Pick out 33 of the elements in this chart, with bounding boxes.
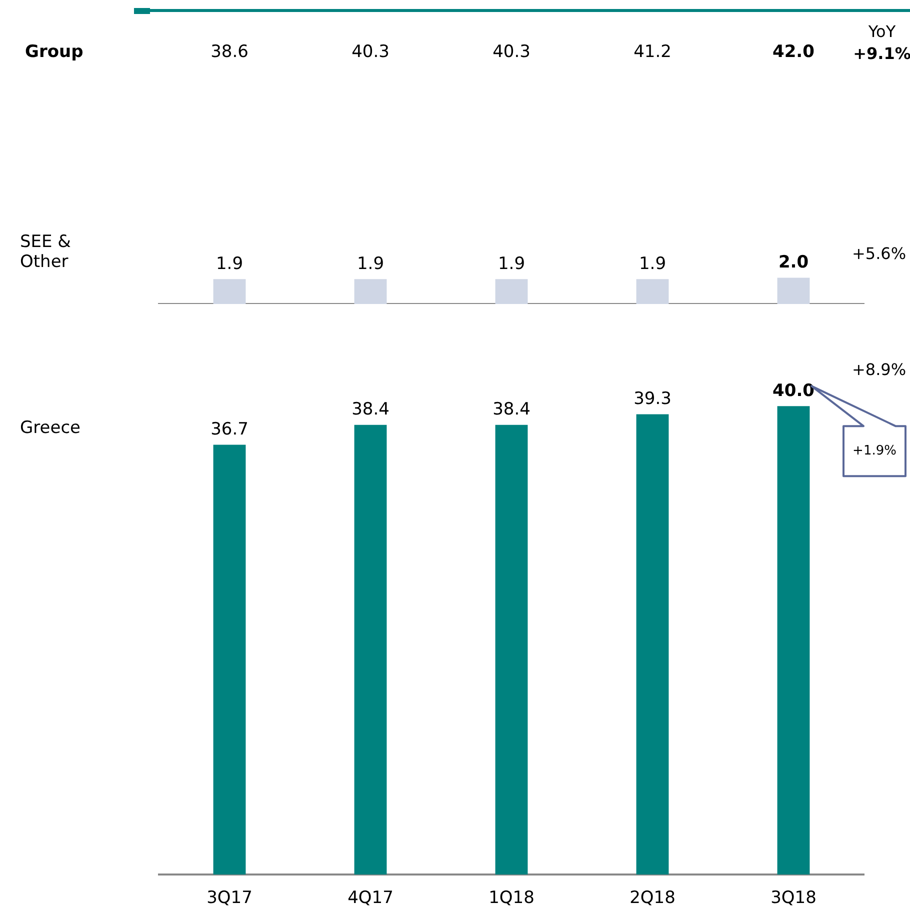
text: 40.3	[350, 42, 390, 62]
text: +8.9%	[852, 360, 906, 379]
data-label: 1.9	[356, 254, 384, 274]
x-tick-label: 3Q18	[770, 888, 816, 908]
text: 41.2	[632, 42, 672, 62]
text: 38.6	[210, 42, 250, 62]
x-tick-label: 3Q17	[206, 888, 252, 908]
data-label: 38.4	[352, 400, 390, 420]
text: YoY	[867, 22, 897, 41]
x-tick-label: 4Q17	[348, 888, 394, 908]
bar	[495, 424, 528, 875]
data-label: 39.3	[634, 389, 672, 410]
text: +9.1%	[852, 44, 910, 63]
data-label: 2.0	[778, 252, 809, 273]
x-tick-label: 1Q18	[488, 888, 534, 908]
data-label: 1.9	[216, 254, 244, 274]
bar	[777, 406, 810, 875]
bar	[354, 424, 387, 875]
data-label: 36.7	[210, 420, 248, 440]
y-axis-title: SEE & Other	[20, 232, 72, 272]
data-label: 1.9	[638, 254, 666, 274]
annotation: +1.9%	[852, 443, 896, 458]
text: 42.0	[772, 42, 816, 62]
bar	[213, 444, 246, 875]
text: +5.6%	[852, 244, 906, 263]
data-label: 38.4	[492, 400, 530, 420]
data-label: 40.0	[772, 380, 815, 401]
data-label: 1.9	[498, 254, 526, 274]
text: Group	[25, 42, 84, 62]
y-axis-title: Greece	[20, 418, 82, 438]
x-tick-label: 2Q18	[630, 888, 676, 908]
bar	[636, 414, 669, 875]
text: 40.3	[492, 42, 532, 62]
